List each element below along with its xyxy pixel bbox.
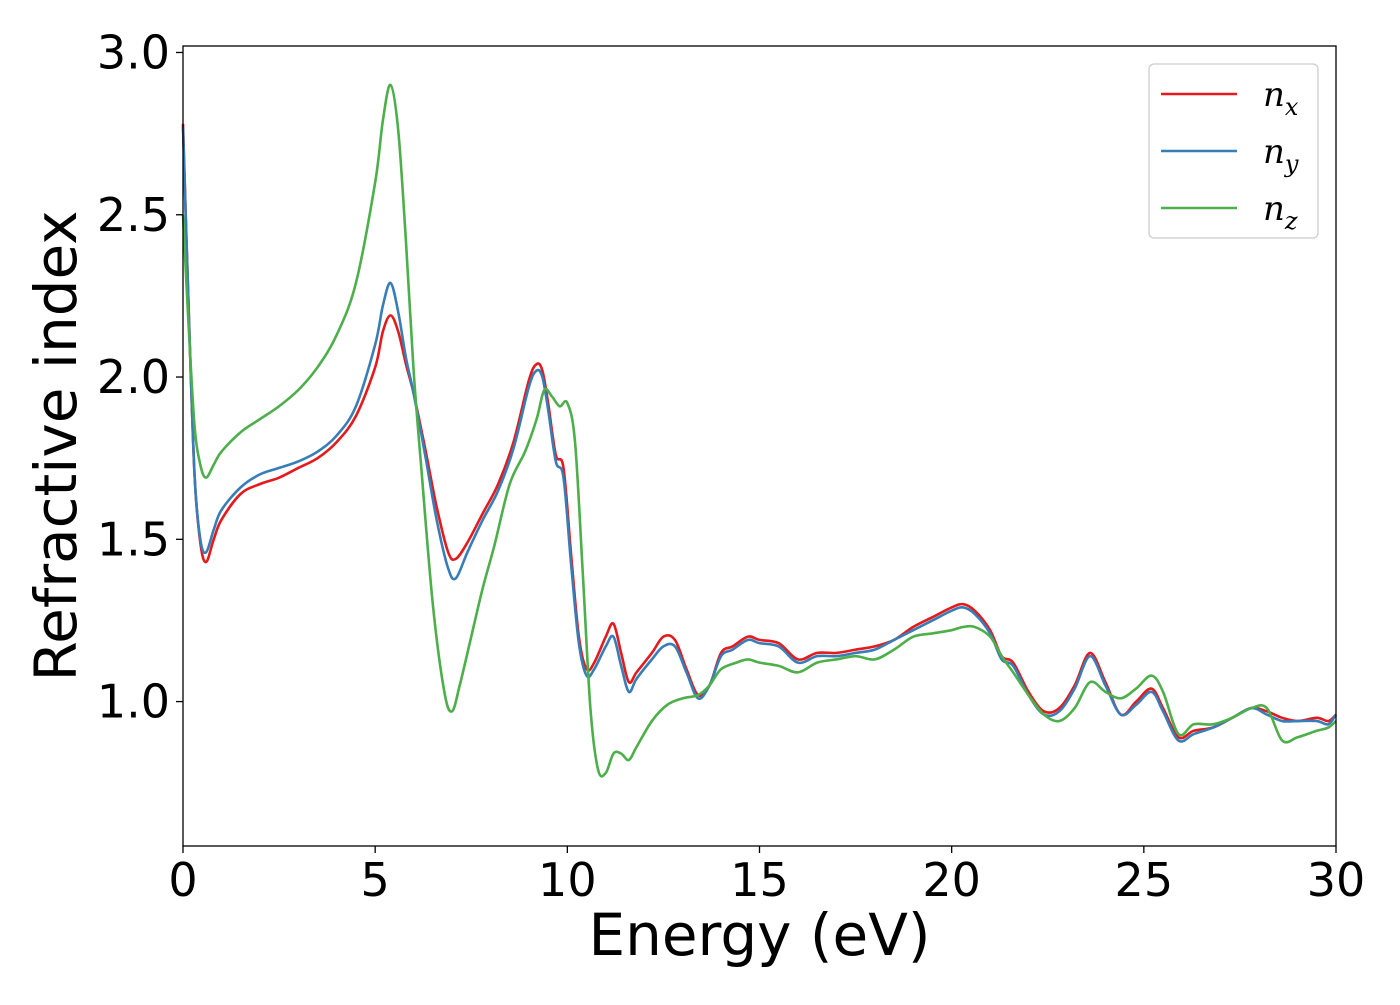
x-tick-label: 25: [1115, 853, 1174, 907]
y-tick-label: 1.0: [97, 675, 170, 729]
y-axis-label: Refractive index: [22, 210, 90, 681]
x-tick-label: 20: [922, 853, 981, 907]
x-tick-label: 0: [168, 853, 197, 907]
series-line-z: [181, 83, 1337, 778]
y-axis-ticks: 1.0 1.5 2.0 2.5 3.0: [97, 25, 183, 729]
y-tick-label: 2.0: [97, 350, 170, 404]
y-tick-label: 3.0: [97, 25, 170, 79]
x-tick-label: 10: [538, 853, 597, 907]
x-axis-ticks: 0 5 10 15 20 25 30: [168, 846, 1365, 907]
legend-label-y: ny: [1263, 132, 1299, 178]
legend-label-x: nx: [1263, 75, 1299, 121]
y-tick-label: 2.5: [97, 188, 170, 242]
x-tick-label: 5: [361, 853, 390, 907]
x-tick-label: 30: [1307, 853, 1366, 907]
x-tick-label: 15: [730, 853, 789, 907]
series-line-y: [181, 127, 1338, 743]
plot-area: [181, 83, 1338, 778]
series-line-x: [181, 123, 1337, 740]
x-axis-label: Energy (eV): [588, 901, 930, 969]
y-tick-label: 1.5: [97, 512, 170, 566]
